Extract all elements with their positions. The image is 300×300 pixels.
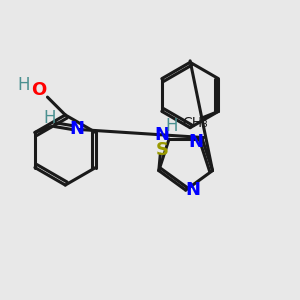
Text: H: H: [44, 109, 56, 127]
Text: O: O: [31, 81, 46, 99]
Text: CH₃: CH₃: [182, 116, 208, 130]
Text: H: H: [17, 76, 30, 94]
Text: N: N: [69, 121, 84, 139]
Text: N: N: [186, 181, 201, 199]
Text: N: N: [154, 126, 169, 144]
Text: S: S: [155, 141, 168, 159]
Text: H: H: [166, 117, 178, 135]
Text: N: N: [189, 133, 204, 151]
